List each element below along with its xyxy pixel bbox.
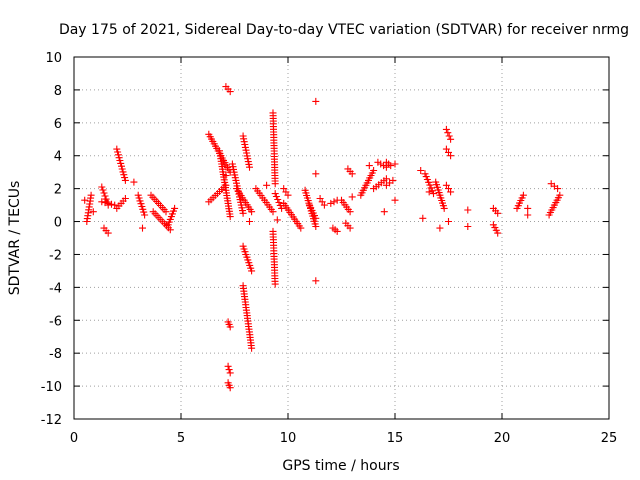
chart-title: Day 175 of 2021, Sidereal Day-to-day VTE… bbox=[59, 22, 629, 38]
y-tick-label: -10 bbox=[41, 380, 62, 395]
x-tick-label: 15 bbox=[387, 431, 404, 446]
y-tick-label: -4 bbox=[49, 281, 62, 296]
y-tick-label: 4 bbox=[54, 150, 62, 165]
x-axis-label: GPS time / hours bbox=[282, 458, 399, 474]
y-axis-label: SDTVAR / TECUs bbox=[7, 181, 23, 296]
x-tick-label: 0 bbox=[70, 431, 78, 446]
data-points bbox=[81, 83, 564, 392]
y-tick-label: -8 bbox=[49, 347, 62, 362]
y-tick-label: 0 bbox=[54, 216, 62, 231]
y-tick-label: 8 bbox=[54, 84, 62, 99]
y-tick-labels: -12 -10 -8 -6 -4 -2 0 2 4 6 8 10 bbox=[41, 51, 62, 428]
plot-frame bbox=[73, 56, 610, 420]
x-tick-label: 20 bbox=[494, 431, 511, 446]
x-tick-label: 25 bbox=[601, 431, 618, 446]
x-tick-label: 5 bbox=[177, 431, 185, 446]
y-tick-label: 10 bbox=[45, 51, 62, 66]
y-tick-label: 2 bbox=[54, 183, 62, 198]
grid bbox=[74, 57, 609, 419]
ticks bbox=[73, 56, 610, 420]
y-tick-label: -6 bbox=[49, 314, 62, 329]
y-tick-label: -2 bbox=[49, 248, 62, 263]
y-tick-label: -12 bbox=[41, 413, 62, 428]
data-point-markers bbox=[81, 83, 564, 392]
x-tick-labels: 0 5 10 15 20 25 bbox=[70, 431, 617, 446]
y-tick-label: 6 bbox=[54, 117, 62, 132]
x-tick-label: 10 bbox=[280, 431, 297, 446]
